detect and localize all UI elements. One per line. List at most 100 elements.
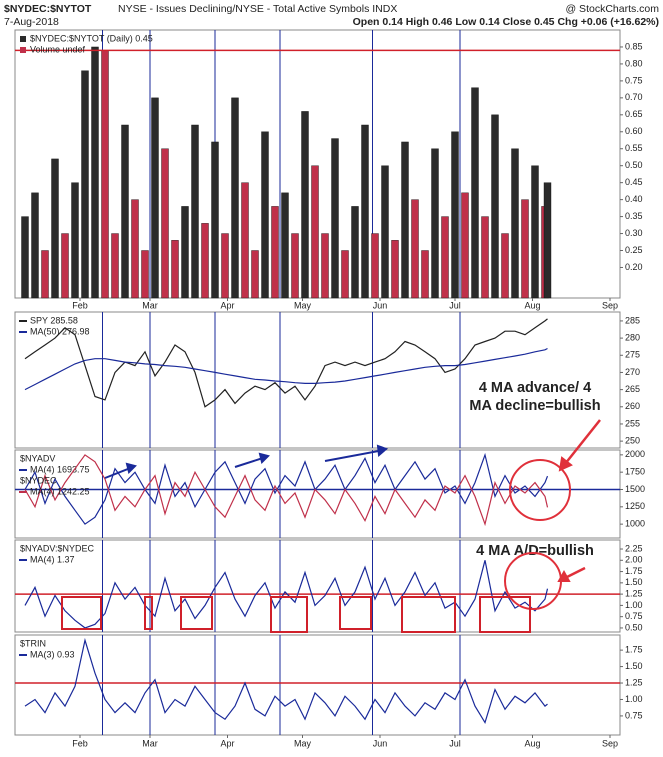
x-tick-label: Apr [220, 300, 234, 310]
y-tick-label: 1.75 [625, 566, 643, 576]
y-tick-label: 0.80 [625, 58, 643, 68]
legend-swatch [20, 47, 26, 53]
y-tick-label: 275 [625, 350, 640, 360]
y-tick-label: 0.55 [625, 143, 643, 153]
legend-label: Volume undef [30, 44, 86, 54]
x-tick-label: Aug [524, 300, 540, 310]
legend-label: MA(4) 1242.25 [30, 486, 90, 496]
bar [341, 250, 349, 299]
y-tick-label: 0.75 [625, 75, 643, 85]
bar [241, 182, 249, 299]
bar [351, 206, 359, 299]
y-tick-label: 1000 [625, 519, 645, 529]
y-tick-label: 0.75 [625, 611, 643, 621]
bar [301, 111, 309, 299]
y-tick-label: 2000 [625, 449, 645, 459]
highlight-box [180, 596, 213, 630]
bar [271, 206, 279, 299]
source: @ StockCharts.com [565, 3, 659, 15]
legend-label: MA(3) 0.93 [30, 649, 75, 659]
bar [151, 97, 159, 299]
bar [181, 206, 189, 299]
y-tick-label: 0.75 [625, 710, 643, 720]
highlight-box [401, 596, 456, 633]
x-tick-label: Feb [72, 738, 88, 748]
y-tick-label: 1500 [625, 484, 645, 494]
x-tick-label: Jul [449, 738, 461, 748]
bar [461, 192, 469, 299]
bar [41, 250, 49, 299]
bar [81, 70, 89, 299]
arrow-head [558, 456, 573, 472]
bar [511, 148, 519, 299]
bar [221, 233, 229, 299]
bar [251, 250, 259, 299]
bar [161, 148, 169, 299]
y-tick-label: 270 [625, 367, 640, 377]
y-tick-label: 1.00 [625, 600, 643, 610]
red-arrow [564, 566, 586, 580]
highlight-box [479, 596, 531, 633]
y-tick-label: 0.40 [625, 194, 643, 204]
arrow-head [376, 444, 388, 457]
series-label: $NYDEC [20, 475, 57, 485]
bar [211, 141, 219, 299]
y-tick-label: 2.00 [625, 555, 643, 565]
chart-subtitle: NYSE - Issues Declining/NYSE - Total Act… [118, 3, 397, 15]
bar [501, 233, 509, 299]
highlight-box [61, 596, 102, 630]
bar [191, 124, 199, 299]
bar [51, 158, 59, 299]
legend-swatch [20, 36, 26, 42]
bar [491, 114, 499, 299]
bar [121, 124, 129, 299]
x-tick-label: Sep [602, 300, 618, 310]
bar [401, 141, 409, 299]
bar [371, 233, 379, 299]
y-tick-label: 0.60 [625, 126, 643, 136]
arrow-head [125, 462, 137, 474]
y-tick-label: 0.65 [625, 109, 643, 119]
quote: Open 0.14 High 0.46 Low 0.14 Close 0.45 … [353, 16, 659, 28]
arrow-head [557, 569, 571, 582]
y-tick-label: 285 [625, 315, 640, 325]
y-tick-label: 0.50 [625, 160, 643, 170]
y-tick-label: 0.70 [625, 92, 643, 102]
highlight-box [339, 596, 372, 630]
highlight-box [144, 596, 153, 630]
series-line [24, 347, 548, 391]
bar [451, 131, 459, 299]
bar [441, 216, 449, 299]
arrow-head [258, 452, 270, 464]
y-tick-label: 280 [625, 332, 640, 342]
bar [281, 192, 289, 299]
y-tick-label: 0.85 [625, 41, 643, 51]
annotation: 4 MA advance/ 4 [479, 380, 591, 396]
bar [71, 182, 79, 299]
y-tick-label: 1.50 [625, 577, 643, 587]
series-line [24, 454, 549, 527]
y-tick-label: 250 [625, 436, 640, 446]
x-tick-label: Feb [72, 300, 88, 310]
bar [131, 199, 139, 299]
legend-label: MA(4) 1.37 [30, 554, 75, 564]
series-label: $NYADV [20, 453, 55, 463]
series-label: $NYADV:$NYDEC [20, 543, 95, 553]
legend-label: SPY 285.58 [30, 315, 78, 325]
y-tick-label: 0.35 [625, 211, 643, 221]
series-line [24, 318, 548, 408]
bar [543, 182, 552, 299]
y-tick-label: 1.25 [625, 588, 643, 598]
y-tick-label: 1.25 [625, 677, 643, 687]
highlight-circle [509, 459, 571, 521]
y-tick-label: 1.75 [625, 645, 643, 655]
y-tick-label: 0.25 [625, 245, 643, 255]
bar [261, 131, 269, 299]
bar [21, 216, 29, 299]
bar [291, 233, 299, 299]
series-line [24, 637, 548, 724]
y-tick-label: 0.45 [625, 177, 643, 187]
x-tick-label: Jul [449, 300, 461, 310]
panel-frame [14, 539, 621, 633]
